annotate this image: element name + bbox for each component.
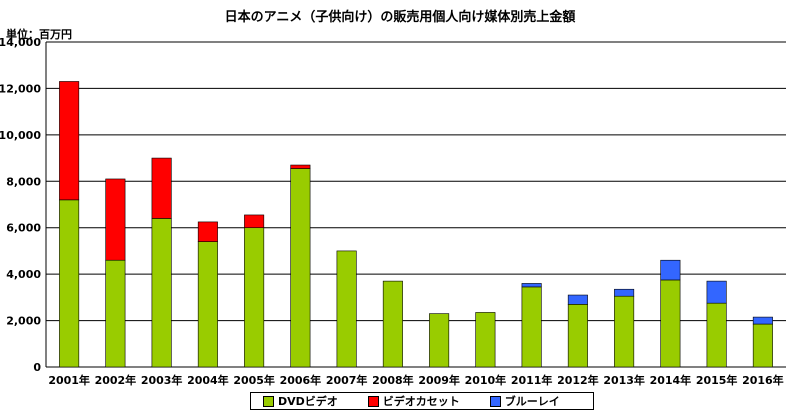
bar-dvd xyxy=(429,313,450,368)
unit-label: 単位：百万円 xyxy=(6,28,72,41)
x-tick-label: 2013年 xyxy=(603,373,645,387)
legend-swatch-bluray xyxy=(489,395,501,407)
bar-bluray xyxy=(521,283,542,288)
bar-dvd xyxy=(105,259,126,368)
bar-dvd xyxy=(197,241,218,368)
x-tick-label: 2010年 xyxy=(465,373,507,387)
bar-videocassette xyxy=(151,157,172,219)
legend: DVDビデオ ビデオカセット ブルーレイ xyxy=(250,392,594,410)
x-tick-label: 2015年 xyxy=(696,373,738,387)
y-tick-label: 14,000 xyxy=(0,36,41,49)
x-tick-label: 2007年 xyxy=(326,373,368,387)
y-tick-label: 0 xyxy=(33,361,41,374)
bar-dvd xyxy=(706,302,727,368)
bar-dvd xyxy=(244,227,265,368)
legend-item-videocassette: ビデオカセット xyxy=(367,393,460,409)
x-tick-label: 2009年 xyxy=(418,373,460,387)
y-tick-label: 4,000 xyxy=(6,268,41,281)
x-tick-label: 2005年 xyxy=(233,373,275,387)
x-tick-label: 2014年 xyxy=(650,373,692,387)
chart-title: 日本のアニメ（子供向け）の販売用個人向け媒体別売上金額 xyxy=(224,10,576,25)
bar-dvd xyxy=(752,323,773,368)
y-tick-label: 2,000 xyxy=(6,315,41,328)
bar-bluray xyxy=(567,294,588,305)
x-tick-label: 2006年 xyxy=(280,373,322,387)
x-tick-label: 2008年 xyxy=(372,373,414,387)
bar-dvd xyxy=(521,286,542,368)
bar-dvd xyxy=(614,295,635,368)
bar-dvd xyxy=(59,199,80,368)
x-tick-label: 2012年 xyxy=(557,373,599,387)
bar-dvd xyxy=(475,312,496,368)
legend-label-bluray: ブルーレイ xyxy=(504,395,560,408)
y-tick-label: 6,000 xyxy=(6,222,41,235)
bar-dvd xyxy=(660,279,681,368)
bar-bluray xyxy=(706,280,727,304)
bar-videocassette xyxy=(197,221,218,242)
x-tick-label: 2011年 xyxy=(511,373,553,387)
bar-videocassette xyxy=(59,81,80,201)
y-tick-label: 12,000 xyxy=(0,82,41,95)
legend-item-bluray: ブルーレイ xyxy=(489,393,560,409)
bar-dvd xyxy=(336,250,357,368)
legend-swatch-videocassette xyxy=(367,395,379,407)
x-tick-label: 2004年 xyxy=(187,373,229,387)
legend-label-videocassette: ビデオカセット xyxy=(382,395,460,408)
bar-dvd xyxy=(567,304,588,368)
bar-bluray xyxy=(614,288,635,297)
legend-swatch-dvd xyxy=(263,395,274,407)
bar-videocassette xyxy=(244,214,265,229)
x-tick-label: 2003年 xyxy=(141,373,183,387)
bar-videocassette xyxy=(290,164,311,169)
bar-dvd xyxy=(290,168,311,368)
bar-dvd xyxy=(151,218,172,368)
y-tick-label: 10,000 xyxy=(0,129,41,142)
x-tick-label: 2016年 xyxy=(742,373,784,387)
bar-dvd xyxy=(382,280,403,368)
legend-item-dvd: DVDビデオ xyxy=(263,393,338,409)
bar-bluray xyxy=(660,259,681,281)
x-tick-label: 2002年 xyxy=(95,373,137,387)
bar-bluray xyxy=(752,316,773,325)
legend-label-dvd: DVDビデオ xyxy=(278,395,338,408)
bar-videocassette xyxy=(105,178,126,261)
y-tick-label: 8,000 xyxy=(6,175,41,188)
x-tick-label: 2001年 xyxy=(48,373,90,387)
